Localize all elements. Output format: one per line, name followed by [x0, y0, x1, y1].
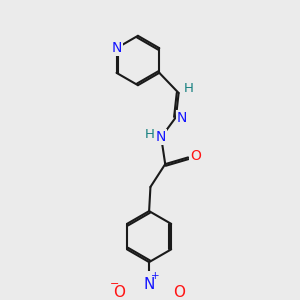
Text: O: O: [172, 285, 184, 300]
Text: N: N: [156, 130, 166, 144]
Text: H: H: [184, 82, 194, 94]
Text: −: −: [110, 279, 119, 289]
Text: N: N: [111, 41, 122, 55]
Text: O: O: [114, 285, 126, 300]
Text: +: +: [151, 271, 159, 281]
Text: H: H: [145, 128, 155, 141]
Text: N: N: [143, 277, 155, 292]
Text: O: O: [190, 149, 201, 163]
Text: N: N: [177, 111, 187, 125]
